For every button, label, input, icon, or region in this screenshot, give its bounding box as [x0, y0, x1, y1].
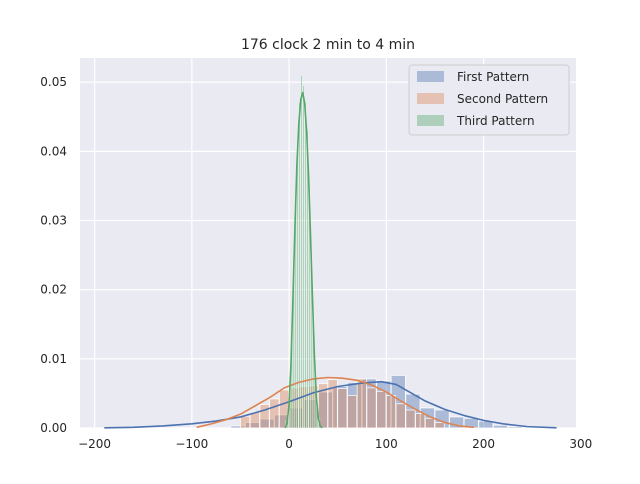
second-pattern-bar	[337, 388, 348, 429]
second-pattern-bar	[415, 413, 426, 429]
y-tick-label: 0.05	[40, 75, 67, 89]
first-pattern-bar	[492, 424, 508, 429]
second-pattern-bar	[376, 390, 387, 429]
second-pattern-bar	[269, 398, 280, 429]
third-pattern-bar	[304, 102, 307, 429]
x-tick-label: −200	[78, 437, 111, 451]
legend-frame	[408, 64, 570, 136]
third-pattern-bar	[296, 147, 299, 429]
third-pattern-bar	[302, 85, 305, 429]
second-pattern-bar	[405, 409, 416, 429]
x-tick-label: −100	[175, 437, 208, 451]
y-tick-label: 0.00	[40, 421, 67, 435]
chart-title: 176 clock 2 min to 4 min	[241, 37, 415, 53]
second-pattern-kde-line	[196, 376, 474, 429]
x-tick-label: 300	[569, 437, 592, 451]
third-pattern-bar	[300, 75, 303, 429]
second-pattern-bar	[424, 417, 435, 429]
third-pattern-bar	[298, 102, 301, 429]
legend-label-second-pattern: Second Pattern	[457, 92, 548, 106]
second-pattern-bar	[434, 422, 445, 429]
kde-curves	[104, 91, 557, 429]
y-tick-label: 0.03	[40, 214, 67, 228]
legend-swatch-first-pattern	[417, 71, 444, 82]
x-tick-label: 100	[375, 437, 398, 451]
second-pattern-bar	[385, 395, 397, 429]
y-tick-label: 0.04	[40, 144, 67, 158]
y-tick-label: 0.01	[40, 352, 67, 366]
legend-swatch-third-pattern	[417, 115, 444, 126]
second-pattern-bar	[259, 404, 270, 429]
second-pattern-bar	[356, 378, 367, 429]
first-pattern-kde-line	[104, 380, 557, 429]
second-pattern-bar	[347, 395, 358, 429]
third-pattern-kde-line	[284, 91, 323, 429]
axis-tick-labels: −200 −100 0 100 200 300 0.00 0.01 0.02 0.03 0.04 0.…	[40, 75, 592, 451]
grid-lines	[80, 58, 582, 429]
second-pattern-bar	[395, 403, 406, 429]
x-tick-label: 0	[285, 437, 293, 451]
second-pattern-bar	[366, 387, 377, 429]
legend: First Pattern Second Pattern Third Pattern	[408, 64, 570, 136]
legend-label-first-pattern: First Pattern	[457, 70, 529, 84]
legend-swatch-second-pattern	[417, 93, 444, 104]
first-pattern-bar	[507, 426, 523, 429]
y-tick-label: 0.02	[40, 283, 67, 297]
x-tick-label: 200	[472, 437, 495, 451]
legend-items: First Pattern Second Pattern Third Pattern	[417, 70, 548, 128]
second-pattern-bar	[240, 415, 251, 429]
legend-label-third-pattern: Third Pattern	[456, 114, 535, 128]
